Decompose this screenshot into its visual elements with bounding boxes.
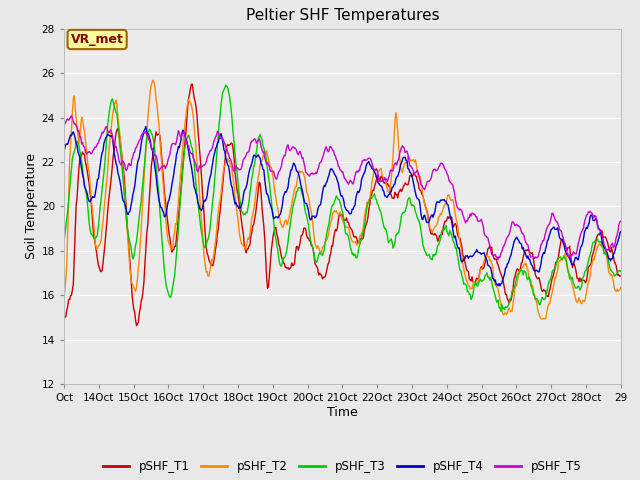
- pSHF_T4: [204, 184, 212, 190]
- pSHF_T2: [480, 258, 488, 264]
- pSHF_T3: [222, 82, 230, 88]
- pSHF_T1: [434, 238, 442, 244]
- pSHF_T5: [159, 163, 167, 169]
- pSHF_T2: [149, 77, 157, 83]
- pSHF_T3: [389, 245, 397, 251]
- pSHF_T4: [142, 124, 150, 130]
- pSHF_T3: [159, 244, 166, 250]
- pSHF_T4: [433, 199, 440, 205]
- pSHF_T3: [480, 276, 488, 282]
- Text: VR_met: VR_met: [70, 33, 124, 46]
- pSHF_T2: [433, 222, 440, 228]
- pSHF_T4: [617, 229, 625, 235]
- pSHF_T5: [389, 168, 397, 174]
- Line: pSHF_T4: pSHF_T4: [64, 127, 621, 286]
- pSHF_T5: [494, 257, 502, 263]
- pSHF_T3: [204, 239, 211, 244]
- pSHF_T5: [313, 170, 321, 176]
- pSHF_T5: [60, 120, 68, 125]
- pSHF_T3: [433, 247, 440, 253]
- pSHF_T1: [205, 257, 213, 263]
- pSHF_T2: [159, 184, 167, 190]
- Y-axis label: Soil Temperature: Soil Temperature: [24, 154, 38, 259]
- pSHF_T4: [159, 210, 167, 216]
- pSHF_T2: [60, 294, 68, 300]
- pSHF_T1: [188, 81, 196, 87]
- Line: pSHF_T5: pSHF_T5: [64, 116, 621, 260]
- pSHF_T3: [313, 259, 321, 265]
- pSHF_T2: [617, 285, 625, 290]
- pSHF_T2: [538, 316, 546, 322]
- pSHF_T3: [497, 309, 505, 314]
- pSHF_T5: [68, 113, 76, 119]
- pSHF_T1: [60, 316, 68, 322]
- pSHF_T2: [389, 153, 397, 158]
- pSHF_T5: [480, 230, 488, 236]
- pSHF_T4: [389, 184, 397, 190]
- pSHF_T3: [617, 269, 625, 275]
- pSHF_T1: [481, 260, 489, 265]
- pSHF_T5: [433, 167, 440, 173]
- pSHF_T4: [496, 283, 504, 289]
- pSHF_T2: [313, 246, 321, 252]
- pSHF_T1: [617, 273, 625, 279]
- Title: Peltier SHF Temperatures: Peltier SHF Temperatures: [246, 9, 439, 24]
- Line: pSHF_T2: pSHF_T2: [64, 80, 621, 319]
- pSHF_T1: [314, 266, 322, 272]
- pSHF_T3: [60, 239, 68, 245]
- pSHF_T1: [159, 175, 167, 181]
- pSHF_T4: [313, 212, 321, 218]
- pSHF_T5: [617, 218, 625, 224]
- pSHF_T2: [204, 274, 212, 279]
- Line: pSHF_T1: pSHF_T1: [64, 84, 621, 325]
- pSHF_T1: [390, 195, 398, 201]
- X-axis label: Time: Time: [327, 406, 358, 419]
- Line: pSHF_T3: pSHF_T3: [64, 85, 621, 312]
- pSHF_T4: [60, 149, 68, 155]
- Legend: pSHF_T1, pSHF_T2, pSHF_T3, pSHF_T4, pSHF_T5: pSHF_T1, pSHF_T2, pSHF_T3, pSHF_T4, pSHF…: [99, 455, 586, 478]
- pSHF_T5: [204, 152, 212, 158]
- pSHF_T1: [132, 323, 140, 328]
- pSHF_T4: [480, 250, 488, 256]
